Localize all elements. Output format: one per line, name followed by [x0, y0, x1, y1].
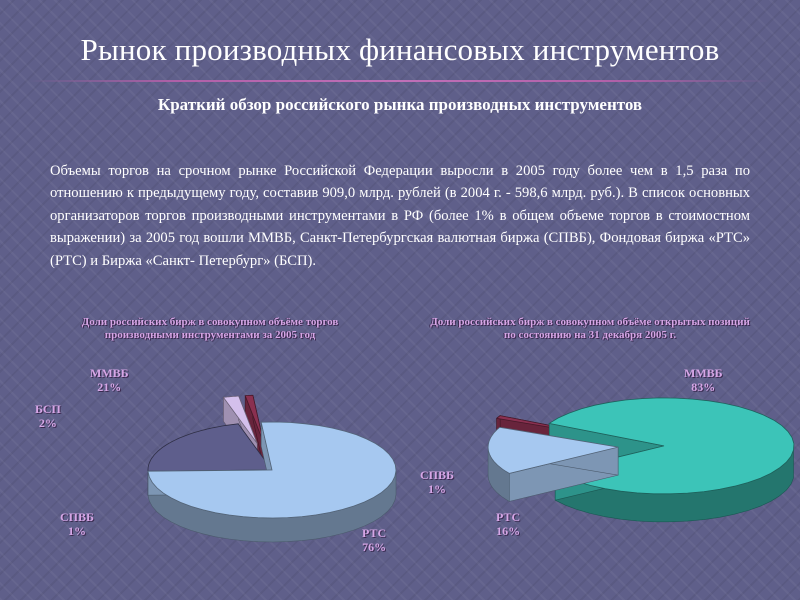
slice-label-rts: РТС 76% [362, 526, 386, 554]
slice-label-name: БСП [35, 402, 61, 416]
slice-label-bsp: БСП 2% [35, 402, 61, 430]
chart-title: Доли российских бирж в совокупном объёме… [430, 316, 750, 341]
slide-subtitle: Краткий обзор российского рынка производ… [157, 95, 643, 114]
slice-label-name: ММВБ [90, 366, 129, 380]
slice-label-value: 21% [97, 380, 122, 394]
slice-label-value: 16% [496, 524, 521, 538]
pie-chart-trading-volume: Доли российских бирж в совокупном объёме… [10, 308, 410, 598]
slice-label-rts: РТС 16% [496, 510, 520, 538]
slice-label-spvb: СПВБ 1% [420, 468, 454, 496]
pie-chart-left-svg [147, 394, 397, 543]
slice-label-value: 1% [67, 524, 86, 538]
pie-slice-РТС [487, 426, 619, 502]
title-underline [28, 80, 770, 82]
chart-title: Доли российских бирж в совокупном объёме… [81, 316, 339, 341]
pie-slice-СПВБ [244, 394, 265, 468]
slice-label-value: 83% [691, 380, 716, 394]
slice-label-name: СПВБ [60, 510, 94, 524]
slice-label-value: 2% [38, 416, 57, 430]
pie-slice-РТС [147, 421, 397, 543]
pie-top-ММВБ [147, 423, 273, 472]
slice-label-name: ММВБ [684, 366, 723, 380]
slice-label-mmvb: ММВБ 21% [90, 366, 129, 394]
pie-chart-right-svg [487, 397, 795, 523]
slice-label-name: СПВБ [420, 468, 454, 482]
slice-label-name: РТС [362, 526, 387, 540]
slice-label-value: 1% [427, 482, 446, 496]
pie-chart-open-interest: Доли российских бирж в совокупном объёме… [410, 308, 795, 598]
slice-label-value: 76% [362, 540, 387, 554]
pie-top-БСП [222, 395, 258, 444]
body-paragraph: Объемы торгов на срочном рынке Российско… [50, 163, 750, 269]
slice-label-spvb: СПВБ 1% [60, 510, 94, 538]
pie-top-РТС [487, 426, 619, 474]
pie-top-РТС [147, 421, 397, 519]
slice-label-name: РТС [496, 510, 521, 524]
pie-top-СПВБ [244, 394, 265, 444]
slice-label-mmvb: ММВБ 83% [684, 366, 723, 394]
slide-title: Рынок производных финансовых инструменто… [80, 32, 720, 67]
